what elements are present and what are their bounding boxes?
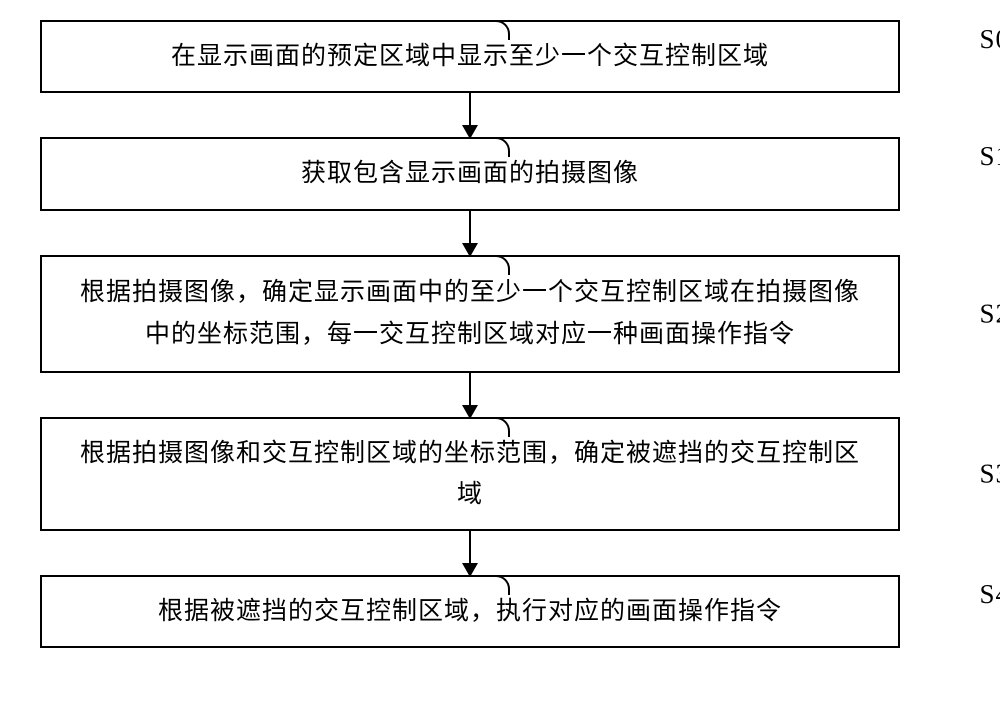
step-s0-row: 在显示画面的预定区域中显示至少一个交互控制区域 S0 bbox=[40, 20, 960, 93]
arrow-s3-s4 bbox=[40, 531, 900, 575]
step-s1-text: 获取包含显示画面的拍摄图像 bbox=[301, 153, 639, 194]
flowchart-container: 在显示画面的预定区域中显示至少一个交互控制区域 S0 获取包含显示画面的拍摄图像… bbox=[40, 20, 960, 648]
connector-s0 bbox=[470, 20, 510, 40]
step-s0-text: 在显示画面的预定区域中显示至少一个交互控制区域 bbox=[171, 36, 769, 77]
connector-s4 bbox=[470, 575, 510, 595]
step-s2-row: 根据拍摄图像，确定显示画面中的至少一个交互控制区域在拍摄图像中的坐标范围，每一交… bbox=[40, 255, 960, 373]
step-s1-row: 获取包含显示画面的拍摄图像 S1 bbox=[40, 137, 960, 210]
step-s3-label: S3 bbox=[979, 458, 1000, 489]
step-s4-label: S4 bbox=[979, 579, 1000, 610]
arrow-s0-s1 bbox=[40, 93, 900, 137]
step-s2-text: 根据拍摄图像，确定显示画面中的至少一个交互控制区域在拍摄图像中的坐标范围，每一交… bbox=[70, 272, 870, 355]
connector-s2 bbox=[470, 255, 510, 275]
step-s1-label: S1 bbox=[979, 141, 1000, 172]
step-s4-row: 根据被遮挡的交互控制区域，执行对应的画面操作指令 S4 bbox=[40, 575, 960, 648]
arrow-s2-s3 bbox=[40, 373, 900, 417]
step-s3-text: 根据拍摄图像和交互控制区域的坐标范围，确定被遮挡的交互控制区域 bbox=[70, 433, 870, 516]
arrow-s1-s2 bbox=[40, 211, 900, 255]
step-s4-text: 根据被遮挡的交互控制区域，执行对应的画面操作指令 bbox=[158, 591, 782, 632]
connector-s3 bbox=[470, 417, 510, 437]
connector-s1 bbox=[470, 137, 510, 157]
step-s0-label: S0 bbox=[979, 24, 1000, 55]
step-s3-row: 根据拍摄图像和交互控制区域的坐标范围，确定被遮挡的交互控制区域 S3 bbox=[40, 417, 960, 532]
step-s2-label: S2 bbox=[979, 298, 1000, 329]
